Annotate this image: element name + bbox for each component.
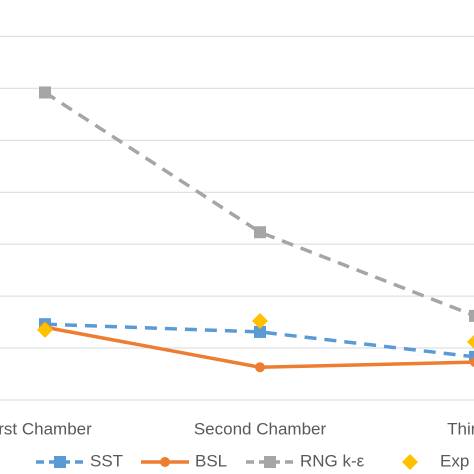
marker xyxy=(37,321,53,338)
series-line xyxy=(44,91,474,318)
series-line xyxy=(44,322,474,359)
marker xyxy=(402,454,418,470)
x-tick-label: Third C xyxy=(447,419,474,438)
x-tick-label: rst Chamber xyxy=(0,419,92,438)
marker xyxy=(470,357,474,367)
marker xyxy=(39,86,51,99)
legend-label: Exp xyxy=(440,451,469,470)
marker xyxy=(252,313,268,330)
marker xyxy=(469,309,474,322)
legend-label: SST xyxy=(90,451,123,470)
marker xyxy=(469,350,474,363)
marker xyxy=(254,325,266,338)
legend-label: RNG k-ε xyxy=(300,451,365,470)
marker xyxy=(467,334,474,349)
marker xyxy=(254,226,266,239)
marker xyxy=(54,456,66,468)
marker xyxy=(264,456,276,468)
marker xyxy=(160,457,170,467)
x-tick-label: Second Chamber xyxy=(194,419,327,438)
marker xyxy=(255,362,265,373)
legend-label: BSL xyxy=(195,451,227,470)
